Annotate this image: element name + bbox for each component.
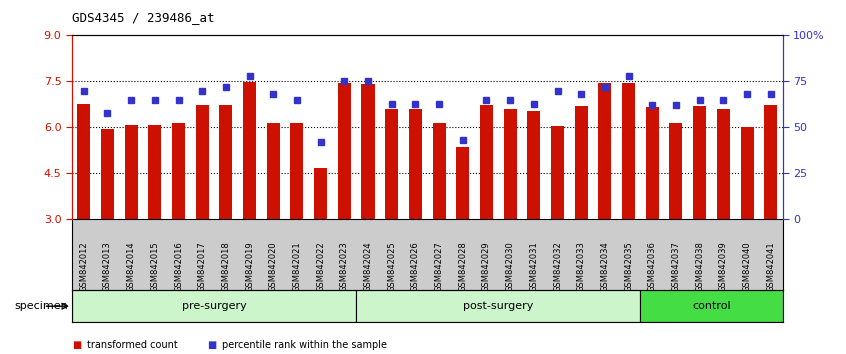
- Bar: [622, 83, 635, 219]
- Text: ■: ■: [72, 340, 81, 350]
- Text: ■: ■: [207, 340, 217, 350]
- Bar: [764, 105, 777, 219]
- Bar: [574, 106, 588, 219]
- Text: specimen: specimen: [14, 301, 68, 311]
- Bar: [290, 123, 304, 219]
- Text: pre-surgery: pre-surgery: [182, 301, 246, 311]
- Text: GDS4345 / 239486_at: GDS4345 / 239486_at: [72, 11, 214, 24]
- Bar: [669, 123, 683, 219]
- Bar: [640, 290, 783, 322]
- Bar: [195, 105, 209, 219]
- Bar: [385, 109, 398, 219]
- Bar: [72, 290, 356, 322]
- Bar: [480, 105, 493, 219]
- Text: post-surgery: post-surgery: [463, 301, 534, 311]
- Bar: [740, 127, 754, 219]
- Bar: [148, 125, 162, 219]
- Bar: [598, 83, 612, 219]
- Bar: [243, 82, 256, 219]
- Bar: [361, 84, 375, 219]
- Bar: [693, 106, 706, 219]
- Text: control: control: [692, 301, 731, 311]
- Bar: [124, 125, 138, 219]
- Bar: [77, 104, 91, 219]
- Bar: [338, 83, 351, 219]
- Bar: [409, 109, 422, 219]
- Bar: [356, 290, 640, 322]
- Bar: [219, 105, 233, 219]
- Bar: [101, 129, 114, 219]
- Text: percentile rank within the sample: percentile rank within the sample: [222, 340, 387, 350]
- Bar: [645, 108, 659, 219]
- Bar: [717, 109, 730, 219]
- Bar: [266, 123, 280, 219]
- Bar: [503, 109, 517, 219]
- Bar: [456, 147, 470, 219]
- Bar: [314, 168, 327, 219]
- Bar: [527, 110, 541, 219]
- Bar: [172, 123, 185, 219]
- Bar: [551, 126, 564, 219]
- Bar: [432, 123, 446, 219]
- Text: transformed count: transformed count: [87, 340, 178, 350]
